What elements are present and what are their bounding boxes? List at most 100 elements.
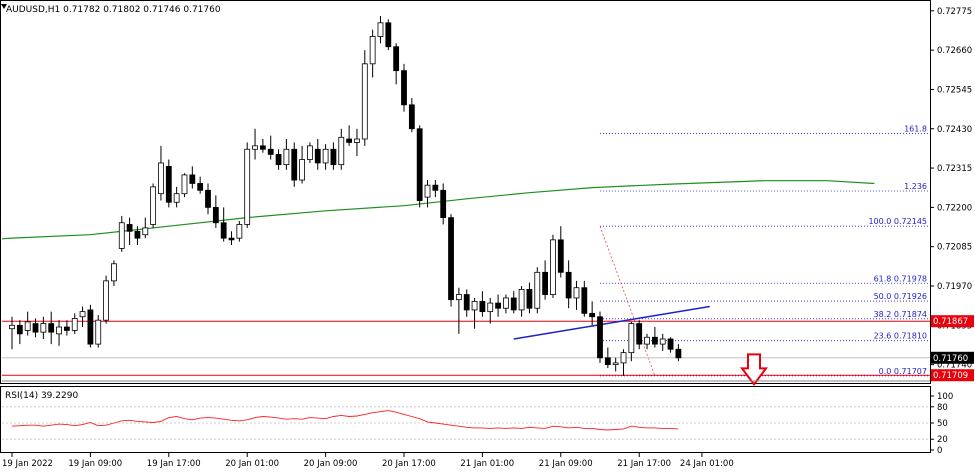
candle-body bbox=[510, 297, 517, 311]
horizontal-level-badge bbox=[931, 315, 974, 328]
candle-body bbox=[126, 224, 133, 232]
candle-body bbox=[212, 206, 219, 224]
candle-body bbox=[205, 189, 211, 208]
fib-anchor-line bbox=[599, 226, 656, 377]
candle-body bbox=[612, 362, 619, 366]
candle-body bbox=[628, 323, 635, 354]
axes: 0.72775 0.72660 0.72545 0.72430 0.72315 0.722… bbox=[1, 4, 974, 469]
candle-body bbox=[557, 239, 564, 273]
candle-body bbox=[361, 63, 368, 140]
candle-body bbox=[369, 36, 376, 65]
candle-body bbox=[408, 104, 415, 130]
candle-body bbox=[134, 230, 141, 239]
fib-level-label: 50.0 0.71926 bbox=[874, 292, 927, 301]
candle-body bbox=[424, 184, 431, 198]
time-tick-label: 24 Jan 01:00 bbox=[680, 459, 734, 469]
trendline bbox=[513, 305, 710, 340]
candle-body bbox=[63, 326, 70, 331]
rsi-indicator-label: RSI(14) 39.2290 bbox=[5, 391, 78, 401]
candle-body bbox=[479, 300, 486, 313]
price-tick-label: 0.72430 bbox=[937, 125, 972, 135]
candle-body bbox=[542, 271, 549, 295]
time-tick-label: 19 Jan 2022 bbox=[2, 459, 53, 469]
candle-body bbox=[189, 174, 196, 184]
candle-body bbox=[291, 148, 298, 181]
time-tick-label: 19 Jan 17:00 bbox=[147, 459, 201, 469]
candle-body bbox=[95, 319, 102, 345]
main-price-panel[interactable]: 161.8 1.236 100.0 0.72145 61.8 0.71978 50.0 … bbox=[1, 15, 930, 387]
fib-level-label: 61.8 0.71978 bbox=[874, 274, 927, 283]
candle-body bbox=[550, 239, 556, 295]
candle-body bbox=[651, 336, 658, 345]
candle-body bbox=[158, 162, 164, 195]
candle-body bbox=[307, 145, 313, 160]
rsi-tick-label: 80 bbox=[937, 403, 948, 413]
candle-body bbox=[32, 323, 39, 333]
fib-level-label: 0.0 0.71707 bbox=[879, 367, 927, 376]
candle-body bbox=[675, 348, 682, 359]
candle-body bbox=[346, 138, 353, 143]
candle-body bbox=[142, 227, 149, 236]
candle-body bbox=[581, 287, 588, 314]
fib-level-label: 100.0 0.72145 bbox=[868, 217, 927, 226]
candle-body bbox=[440, 189, 447, 219]
candle-body bbox=[173, 193, 180, 203]
candle-body bbox=[565, 271, 572, 299]
price-tick-label: 0.72315 bbox=[937, 164, 972, 174]
time-tick-label: 21 Jan 01:00 bbox=[460, 459, 514, 469]
time-tick-label: 21 Jan 17:00 bbox=[617, 459, 671, 469]
rsi-tick-label: 20 bbox=[937, 435, 948, 445]
horizontal-level-badge bbox=[931, 369, 974, 382]
candle-body bbox=[150, 186, 157, 225]
candle-body bbox=[385, 22, 392, 48]
time-tick-label: 20 Jan 01:00 bbox=[225, 459, 279, 469]
price-tick-label: 0.72200 bbox=[937, 203, 972, 213]
candle-body bbox=[377, 22, 384, 37]
price-tick-label: 0.72085 bbox=[937, 243, 972, 253]
candle-body bbox=[620, 352, 627, 364]
time-tick-label: 21 Jan 09:00 bbox=[539, 459, 593, 469]
candle-body bbox=[401, 70, 407, 106]
candle-body bbox=[314, 148, 321, 164]
price-tick-label: 0.72660 bbox=[937, 46, 972, 56]
candle-body bbox=[487, 302, 494, 313]
candle-body bbox=[56, 326, 62, 335]
moving-average-line bbox=[1, 180, 875, 240]
price-tick-label: 0.71740 bbox=[937, 361, 972, 371]
rsi-tick-label: 100 bbox=[937, 392, 953, 402]
fib-level-label: 23.6 0.71810 bbox=[874, 332, 927, 341]
main-panel-frame bbox=[0, 0, 931, 384]
candle-body bbox=[252, 145, 258, 150]
candle-body bbox=[604, 357, 611, 366]
candle-body bbox=[667, 338, 674, 350]
candle-body bbox=[267, 148, 274, 155]
candle-body bbox=[259, 145, 266, 150]
candle-body bbox=[644, 336, 650, 345]
candle-body bbox=[463, 294, 470, 311]
candle-body bbox=[275, 153, 282, 166]
candle-body bbox=[432, 184, 439, 191]
last-price-badge bbox=[931, 351, 974, 364]
candle-body bbox=[330, 148, 337, 166]
candle-body bbox=[299, 159, 305, 181]
candle-body bbox=[79, 311, 86, 318]
candle-body bbox=[197, 183, 204, 191]
candle-body bbox=[48, 323, 55, 333]
candle-body bbox=[526, 289, 533, 309]
time-tick-label: 19 Jan 09:00 bbox=[68, 459, 122, 469]
candle-body bbox=[503, 297, 509, 309]
candle-body bbox=[455, 294, 462, 301]
price-tick-label: 0.72775 bbox=[937, 7, 972, 17]
candle-body bbox=[338, 136, 345, 166]
rsi-panel[interactable] bbox=[2, 406, 930, 440]
last-price-value: 0.71760 bbox=[933, 354, 968, 364]
fib-level-label: 161.8 bbox=[904, 125, 927, 134]
candle-body bbox=[636, 323, 643, 345]
time-tick-label: 20 Jan 17:00 bbox=[382, 459, 436, 469]
candle-body bbox=[416, 128, 423, 201]
candle-body bbox=[495, 302, 501, 309]
candle-body bbox=[322, 148, 329, 164]
candle-body bbox=[181, 174, 188, 195]
